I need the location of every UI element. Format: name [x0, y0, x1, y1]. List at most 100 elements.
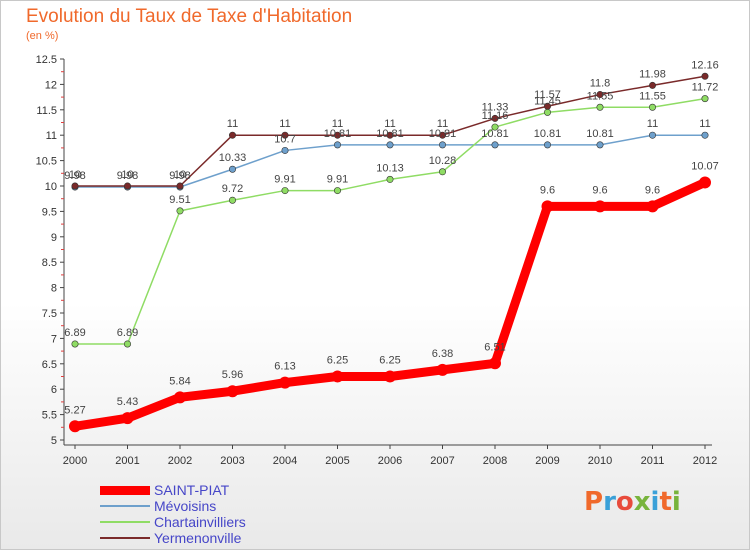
y-tick-label: 6 [51, 384, 57, 396]
data-point [279, 376, 291, 389]
legend-swatch [100, 537, 150, 539]
x-tick-label: 2000 [63, 455, 87, 467]
data-point [489, 357, 501, 370]
data-label: 9.6 [540, 184, 555, 196]
data-point [124, 340, 132, 348]
data-label: 10.81 [534, 128, 562, 140]
data-point [386, 175, 394, 183]
data-point [176, 207, 184, 215]
x-tick-label: 2012 [693, 455, 717, 467]
x-tick-label: 2006 [378, 455, 402, 467]
data-label: 6.51 [484, 341, 505, 353]
legend-item: Mévoisins [100, 498, 340, 514]
data-label: 9.72 [222, 183, 243, 195]
legend-label: Chartainvilliers [154, 514, 246, 530]
data-point [543, 141, 551, 149]
x-tick-label: 2003 [220, 455, 244, 467]
data-point [386, 131, 394, 139]
data-label: 11 [699, 118, 710, 130]
data-label: 9.6 [592, 184, 607, 196]
data-point [701, 72, 709, 80]
data-point [648, 81, 656, 89]
data-label: 11.45 [534, 95, 561, 107]
data-label: 11 [384, 118, 395, 130]
data-point [71, 340, 79, 348]
data-point [69, 420, 81, 433]
y-tick-label: 9.5 [42, 206, 57, 218]
data-label: 6.25 [327, 355, 348, 367]
y-tick-label: 6.5 [42, 359, 57, 371]
data-point [436, 363, 449, 376]
line-chart: 5 5.5 6 6.5 7 7.5 8 8.5 9 9.5 10 10.5 11 11.5 12 12.5 20… [36, 54, 719, 467]
data-label: 10 [174, 169, 186, 181]
data-label: 12.16 [691, 59, 719, 71]
data-label: 10.28 [429, 155, 457, 167]
data-point [384, 370, 396, 383]
chart-units: (en %) [26, 30, 59, 42]
data-point [594, 200, 606, 213]
data-label: 9.91 [327, 174, 348, 186]
data-point [646, 200, 659, 213]
x-tick-label: 2011 [641, 455, 665, 467]
y-tick-label: 10 [45, 181, 57, 193]
data-label: 10.13 [376, 162, 404, 174]
legend-swatch [100, 485, 150, 495]
data-label: 11 [437, 118, 448, 130]
y-tick-label: 7.5 [42, 308, 57, 320]
data-label: 6.25 [379, 355, 400, 367]
data-point [543, 108, 551, 116]
data-point [121, 412, 134, 425]
data-point [333, 141, 341, 149]
data-label: 9.98 [117, 170, 138, 182]
legend-label: Mévoisins [154, 498, 217, 514]
data-point [543, 102, 551, 110]
data-point [438, 141, 446, 149]
data-label: 9.6 [645, 184, 660, 196]
legend-item: Chartainvilliers [100, 514, 340, 530]
data-label: 11 [332, 118, 343, 130]
y-tick-label: 12.5 [36, 54, 57, 66]
data-point [226, 385, 239, 398]
y-tick-label: 12 [45, 79, 57, 91]
data-label: 9.98 [169, 170, 190, 182]
data-label: 6.38 [432, 348, 453, 360]
data-point [699, 176, 711, 189]
x-tick-label: 2010 [588, 455, 612, 467]
legend-item: Yermenonville [100, 530, 340, 546]
data-point [438, 131, 446, 139]
data-label: 10.7 [274, 133, 295, 145]
data-label: 11.55 [639, 90, 666, 102]
legend-label: Yermenonville [154, 530, 242, 546]
legend-swatch [100, 505, 150, 507]
data-label: 11.57 [534, 89, 561, 101]
x-tick-label: 2007 [430, 455, 454, 467]
x-tick-label: 2001 [115, 455, 139, 467]
data-label: 6.89 [64, 327, 85, 339]
x-tick-label: 2009 [535, 455, 559, 467]
data-label: 10 [121, 169, 133, 181]
data-point [124, 182, 132, 190]
data-point [333, 131, 341, 139]
y-tick-label: 11 [46, 130, 57, 142]
legend: SAINT-PIAT Mévoisins Chartainvilliers Yerme… [100, 482, 340, 546]
data-label: 9.98 [64, 170, 85, 182]
data-point [229, 131, 237, 139]
data-point [491, 141, 499, 149]
y-tick-label: 8.5 [42, 257, 57, 269]
y-tick-label: 8 [51, 283, 57, 295]
legend-label: SAINT-PIAT [154, 482, 230, 498]
data-point [281, 131, 289, 139]
data-point [174, 391, 186, 404]
x-tick-label: 2004 [273, 455, 297, 467]
data-label: 9.91 [274, 174, 295, 186]
legend-swatch [100, 521, 150, 523]
data-point [331, 370, 344, 383]
y-tick-label: 10.5 [36, 156, 57, 168]
data-label: 10.81 [481, 128, 509, 140]
data-label: 5.84 [169, 375, 190, 387]
data-label: 6.89 [117, 327, 138, 339]
x-tick-label: 2005 [325, 455, 349, 467]
x-tick-label: 2008 [483, 455, 507, 467]
data-label: 10.81 [586, 128, 614, 140]
data-label: 10.81 [324, 128, 352, 140]
